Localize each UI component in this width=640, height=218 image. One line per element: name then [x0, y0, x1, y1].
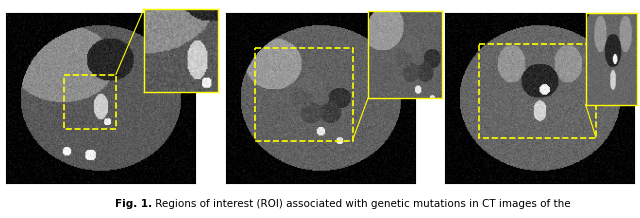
Bar: [255, 48, 353, 141]
Text: Fig. 1.: Fig. 1.: [115, 199, 152, 209]
Bar: [63, 75, 116, 129]
Text: Regions of interest (ROI) associated with genetic mutations in CT images of the: Regions of interest (ROI) associated wit…: [152, 199, 571, 209]
Bar: [479, 44, 596, 138]
